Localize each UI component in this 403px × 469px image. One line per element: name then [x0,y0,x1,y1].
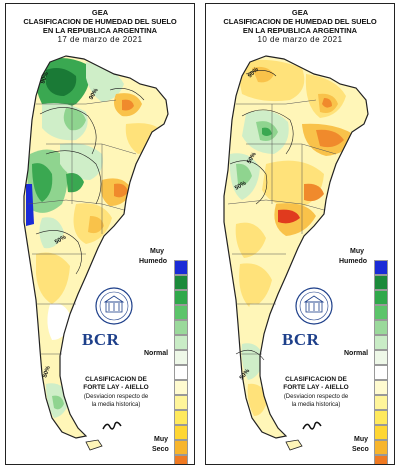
signature-icon [302,421,322,430]
scale-swatch [174,440,188,455]
legend-very-wet-2: Humedo [139,258,167,265]
scale-swatch [374,260,388,275]
scale-swatch [174,380,188,395]
legend-very-dry-1: Muy [354,436,368,443]
method-line-1: CLASIFICACION DE [85,376,147,383]
bcr-seal-icon [295,287,333,325]
province-borders [27,99,137,355]
scale-swatch [374,290,388,305]
legend-very-dry-1: Muy [154,436,168,443]
province-borders [227,99,337,355]
contour-label: 50% [247,151,259,165]
panel-header: GEA CLASIFICACION DE HUMEDAD DEL SUELO E… [206,8,394,44]
contour-label: 90% [40,71,50,85]
method-line-2: FORTE LAY - AIELLO [83,384,149,391]
date-label: 17 de marzo de 2021 [57,35,143,44]
panel-header: GEA CLASIFICACION DE HUMEDAD DEL SUELO E… [6,8,194,44]
map-panel-march-10: GEA CLASIFICACION DE HUMEDAD DEL SUELO E… [205,3,395,465]
scale-swatch [174,320,188,335]
argentina-soil-moisture-map: 90% 50% 50% 50% [223,55,369,451]
contour-lines [229,70,294,361]
scale-swatch [374,410,388,425]
scale-swatch [174,335,188,350]
legend-very-wet-1: Muy [350,248,364,255]
island [285,439,303,451]
scale-swatch [374,350,388,365]
legend-normal: Normal [344,350,369,357]
bcr-seal-icon [95,287,133,325]
description-line-2: la media historica) [291,401,341,408]
country-outline [23,55,169,439]
title-line-2: EN LA REPUBLICA ARGENTINA [242,26,358,35]
scale-swatch [174,290,188,305]
contour-label: 90% [89,87,101,101]
contour-label: 50% [42,365,52,379]
scale-swatch [374,395,388,410]
scale-swatch [174,350,188,365]
color-scale [374,260,388,464]
scale-swatch [374,365,388,380]
description-line-2: la media historica) [91,401,141,408]
scale-swatch [174,395,188,410]
scale-swatch [174,305,188,320]
scale-swatch [174,455,188,464]
legend-very-dry-2: Seco [152,446,169,453]
title-line-2: EN LA REPUBLICA ARGENTINA [42,26,158,35]
org-label: GEA [91,8,109,17]
scale-swatch [374,305,388,320]
scale-swatch [374,440,388,455]
scale-swatch [174,410,188,425]
map-panel-march-17: GEA CLASIFICACION DE HUMEDAD DEL SUELO E… [5,3,195,465]
org-label: GEA [291,8,309,17]
signature-icon [102,421,122,430]
date-label: 10 de marzo de 2021 [257,35,343,44]
method-description: (Desviacion respecto de la media histori… [62,394,170,409]
scale-swatch [374,455,388,464]
island [85,439,103,451]
country-outline [223,55,369,439]
scale-swatch [374,335,388,350]
color-scale [174,260,188,464]
legend-very-dry-2: Seco [352,446,369,453]
scale-swatch [374,380,388,395]
contour-label: 50% [54,234,68,246]
scale-swatch [374,320,388,335]
scale-swatch [374,275,388,290]
argentina-soil-moisture-map: 90% 90% 50% 50% [23,55,169,451]
title-line-1: CLASIFICACION DE HUMEDAD DEL SUELO [223,17,377,26]
bcr-logo-text: BCR [82,330,120,349]
contour-label: 50% [234,180,248,192]
method-title: CLASIFICACION DE FORTE LAY - AIELLO [62,376,170,392]
description-line-1: (Desviacion respecto de [283,394,349,400]
scale-swatch [374,425,388,440]
method-description: (Desviacion respecto de la media histori… [262,394,370,409]
description-line-1: (Desviacion respecto de [83,394,149,400]
scale-swatch [174,260,188,275]
method-title: CLASIFICACION DE FORTE LAY - AIELLO [262,376,370,392]
contour-lines [35,88,145,275]
legend-very-wet-1: Muy [150,248,164,255]
scale-swatch [174,425,188,440]
title-line-1: CLASIFICACION DE HUMEDAD DEL SUELO [23,17,177,26]
bcr-logo-text: BCR [282,330,320,349]
legend-very-wet-2: Humedo [339,258,367,265]
method-line-2: FORTE LAY - AIELLO [283,384,349,391]
scale-swatch [174,365,188,380]
legend-normal: Normal [144,350,169,357]
scale-swatch [174,275,188,290]
method-line-1: CLASIFICACION DE [285,376,347,383]
